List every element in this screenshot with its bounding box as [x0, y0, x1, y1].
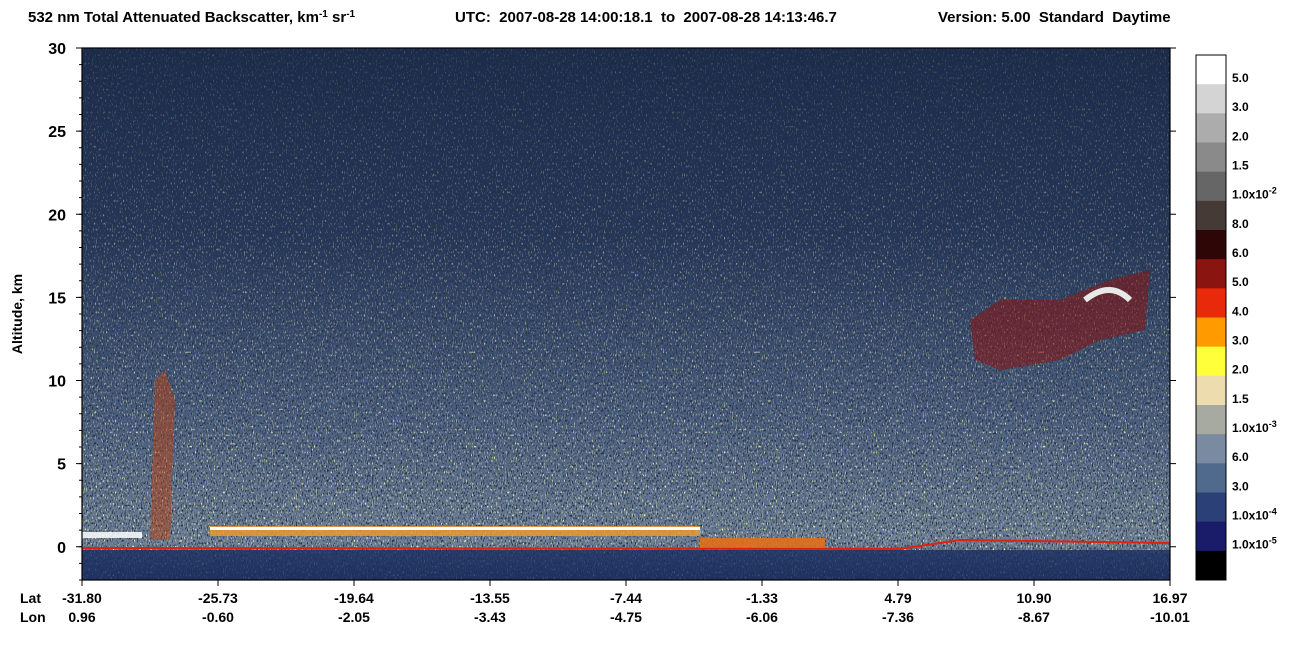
colorbar-label: 2.0 — [1232, 129, 1249, 143]
title-superscript: -1 — [319, 9, 328, 20]
x-tick-label: -8.67 — [1018, 609, 1050, 625]
backscatter-field — [81, 48, 1171, 580]
x-tick-label: 0.96 — [68, 609, 95, 625]
colorbar-label-text: 2.0 — [1232, 363, 1249, 377]
colorbar-segment — [1196, 550, 1226, 581]
colorbar-segment — [1196, 346, 1226, 377]
colorbar-label: 6.0 — [1232, 246, 1249, 260]
x-row-label: Lat — [20, 590, 41, 606]
colorbar-segment — [1196, 492, 1226, 523]
x-tick-label: -25.73 — [198, 590, 238, 606]
x-tick-label: -19.64 — [334, 590, 374, 606]
colorbar-segment — [1196, 55, 1226, 85]
colorbar-segment — [1196, 375, 1226, 406]
colorbar-label-text: 3.0 — [1232, 100, 1249, 114]
colorbar-label-text: 8.0 — [1232, 217, 1249, 231]
x-tick-label: -10.01 — [1150, 609, 1190, 625]
colorbar-segment — [1196, 288, 1226, 318]
x-tick-label: -3.43 — [474, 609, 506, 625]
x-tick-label: -13.55 — [470, 590, 510, 606]
colorbar-label-text: 4.0 — [1232, 304, 1249, 318]
colorbar-label: 1.0x10-2 — [1232, 186, 1277, 202]
colorbar-segment — [1196, 259, 1226, 289]
y-tick-label: 10 — [48, 374, 66, 391]
colorbar-label-text: 1.0x10 — [1232, 538, 1269, 552]
chart-subtitle: UTC: 2007-08-28 14:00:18.1 to 2007-08-28… — [455, 9, 837, 26]
colorbar-label-sup: -4 — [1269, 507, 1277, 517]
colorbar-label: 4.0 — [1232, 304, 1249, 318]
colorbar-label: 3.0 — [1232, 100, 1249, 114]
x-tick-label: -7.36 — [882, 609, 914, 625]
colorbar-label: 6.0 — [1232, 450, 1249, 464]
colorbar-label-sup: -2 — [1269, 186, 1277, 196]
colorbar-label-sup: -3 — [1269, 419, 1277, 429]
colorbar-label-text: 2.0 — [1232, 129, 1249, 143]
title-superscript: -1 — [346, 9, 355, 20]
colorbar-label-text: 6.0 — [1232, 246, 1249, 260]
y-tick-label: 25 — [48, 124, 66, 141]
colorbar-label: 1.5 — [1232, 392, 1249, 406]
colorbar-segment — [1196, 317, 1226, 348]
colorbar-frame — [1195, 54, 1227, 581]
colorbar-label-text: 1.0x10 — [1232, 421, 1269, 435]
x-tick-label: -1.33 — [746, 590, 778, 606]
colorbar-label-text: 1.5 — [1232, 159, 1249, 173]
colorbar-label: 5.0 — [1232, 71, 1249, 85]
x-tick-label: 4.79 — [884, 590, 911, 606]
colorbar-segment — [1196, 84, 1226, 114]
colorbar-label: 5.0 — [1232, 275, 1249, 289]
colorbar-label-text: 1.0x10 — [1232, 188, 1269, 202]
chart-subtitle: Version: 5.00 Standard Daytime — [938, 9, 1171, 26]
x-tick-label: 10.90 — [1016, 590, 1051, 606]
colorbar-label-text: 5.0 — [1232, 275, 1249, 289]
colorbar-label-sup: -5 — [1269, 536, 1277, 546]
x-tick-label: -31.80 — [62, 590, 102, 606]
y-tick-label: 20 — [48, 207, 66, 224]
colorbar-label: 1.0x10-4 — [1232, 507, 1277, 523]
colorbar-label-text: 1.5 — [1232, 392, 1249, 406]
colorbar-label-text: 3.0 — [1232, 334, 1249, 348]
x-tick-label: -7.44 — [610, 590, 642, 606]
title-part: 532 nm Total Attenuated Backscatter, km — [28, 9, 319, 26]
colorbar-segment — [1196, 142, 1226, 173]
colorbar-segment — [1196, 171, 1226, 202]
colorbar-label: 3.0 — [1232, 334, 1249, 348]
colorbar-segment — [1196, 521, 1226, 552]
chart-title: 532 nm Total Attenuated Backscatter, km-… — [28, 9, 356, 27]
colorbar-label: 8.0 — [1232, 217, 1249, 231]
x-tick-label: -4.75 — [610, 609, 642, 625]
colorbar-label: 3.0 — [1232, 479, 1249, 493]
x-tick-label: -2.05 — [338, 609, 370, 625]
x-tick-label: -6.06 — [746, 609, 778, 625]
colorbar-label: 1.0x10-3 — [1232, 419, 1277, 435]
colorbar-segment — [1196, 405, 1226, 435]
y-tick-label: 30 — [48, 41, 66, 58]
colorbar-segment — [1196, 200, 1226, 231]
colorbar-label: 2.0 — [1232, 363, 1249, 377]
y-tick-label: 5 — [57, 457, 66, 474]
x-tick-label: -0.60 — [202, 609, 234, 625]
y-tick-label: 15 — [48, 290, 66, 307]
colorbar-label: 1.5 — [1232, 159, 1249, 173]
colorbar-segment — [1196, 463, 1226, 493]
y-axis-label: Altitude, km — [9, 274, 25, 354]
colorbar-label-text: 5.0 — [1232, 71, 1249, 85]
x-tick-label: 16.97 — [1152, 590, 1187, 606]
colorbar-label-text: 1.0x10 — [1232, 509, 1269, 523]
colorbar-segment — [1196, 230, 1226, 260]
colorbar-segment — [1196, 113, 1226, 143]
colorbar-segment — [1196, 434, 1226, 464]
colorbar-label-text: 6.0 — [1232, 450, 1249, 464]
title-part: sr — [328, 9, 347, 26]
colorbar-label-text: 3.0 — [1232, 479, 1249, 493]
x-row-label: Lon — [20, 609, 46, 625]
y-tick-label: 0 — [57, 540, 66, 557]
colorbar-label: 1.0x10-5 — [1232, 536, 1277, 552]
